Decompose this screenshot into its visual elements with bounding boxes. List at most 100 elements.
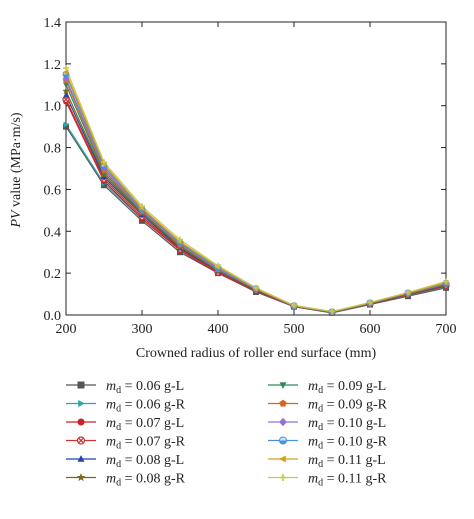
legend-label-sub: d xyxy=(318,404,323,415)
data-point xyxy=(62,87,70,95)
data-point xyxy=(215,262,221,269)
data-point xyxy=(177,236,183,243)
x-axis: 200 300 400 500 600 700 xyxy=(56,22,457,337)
y-tick-label: 0.6 xyxy=(44,183,62,198)
legend-label-var: m xyxy=(106,379,116,394)
y-axis-label-rest: value (MPa·m/s) xyxy=(9,112,24,210)
y-tick-label: 0.2 xyxy=(44,267,62,282)
legend-label-var: m xyxy=(308,453,318,468)
series-line-2 xyxy=(65,101,447,314)
data-point xyxy=(139,203,145,210)
legend-item: md = 0.09 g-R xyxy=(268,398,388,415)
legend-label: md = 0.11 g-R xyxy=(308,472,387,489)
data-point xyxy=(63,121,70,128)
legend-label-sub: d xyxy=(318,385,323,396)
data-point xyxy=(63,65,69,72)
legend: md = 0.06 g-Lmd = 0.06 g-Rmd = 0.07 g-Lm… xyxy=(66,379,388,489)
legend-item: md = 0.06 g-L xyxy=(66,379,184,396)
data-point xyxy=(63,123,69,130)
legend-label: md = 0.10 g-L xyxy=(308,416,386,433)
legend-label: md = 0.09 g-L xyxy=(308,379,386,396)
legend-label-eq: = 0.09 g-L xyxy=(323,379,386,394)
y-axis: 0.0 0.2 0.4 0.6 0.8 1.0 1.2 1.4 xyxy=(44,16,446,324)
y-tick-label: 1.0 xyxy=(44,100,62,115)
legend-label-sub: d xyxy=(116,422,121,433)
legend-marker xyxy=(76,436,86,445)
x-tick-label: 600 xyxy=(360,322,381,337)
legend-label-eq: = 0.09 g-R xyxy=(323,398,388,413)
legend-label-eq: = 0.07 g-R xyxy=(121,435,186,450)
legend-label-var: m xyxy=(308,416,318,431)
legend-item: md = 0.09 g-L xyxy=(268,379,386,396)
x-tick-label: 200 xyxy=(56,322,77,337)
y-tick-label: 0.0 xyxy=(44,309,62,324)
legend-marker xyxy=(279,474,287,481)
x-tick-label: 500 xyxy=(284,322,305,337)
legend-label-var: m xyxy=(106,472,116,487)
legend-label-var: m xyxy=(106,435,116,450)
legend-label-sub: d xyxy=(116,404,121,415)
legend-label: md = 0.11 g-L xyxy=(308,453,386,470)
legend-label-var: m xyxy=(308,435,318,450)
y-axis-label: PV value (MPa·m/s) xyxy=(9,112,24,228)
data-point xyxy=(63,82,69,89)
series-lines xyxy=(65,67,447,314)
legend-marker xyxy=(279,399,287,407)
legend-item: md = 0.06 g-R xyxy=(66,398,186,415)
series-line-1 xyxy=(65,124,447,314)
legend-label-eq: = 0.10 g-R xyxy=(323,435,388,450)
y-tick-label: 0.8 xyxy=(44,142,62,157)
legend-label: md = 0.06 g-L xyxy=(106,379,184,396)
legend-label-eq: = 0.06 g-L xyxy=(121,379,184,394)
legend-marker xyxy=(279,436,287,445)
series-markers xyxy=(62,65,450,317)
legend-item: md = 0.11 g-R xyxy=(268,472,387,489)
legend-item: md = 0.08 g-R xyxy=(66,472,186,489)
data-point xyxy=(101,159,107,166)
x-axis-label: Crowned radius of roller end surface (mm… xyxy=(136,346,377,361)
x-tick-label: 700 xyxy=(436,322,457,337)
legend-label-sub: d xyxy=(116,459,121,470)
y-tick-label: 1.4 xyxy=(44,16,62,31)
legend-label-eq: = 0.06 g-R xyxy=(121,398,186,413)
legend-label-sub: d xyxy=(318,459,323,470)
data-point xyxy=(101,182,107,189)
data-point xyxy=(253,284,259,291)
legend-label-sub: d xyxy=(318,422,323,433)
data-point xyxy=(63,91,69,98)
legend-label-var: m xyxy=(308,379,318,394)
legend-marker xyxy=(77,455,85,462)
legend-item: md = 0.08 g-L xyxy=(66,453,184,470)
legend-label-var: m xyxy=(308,472,318,487)
y-tick-label: 1.2 xyxy=(44,58,62,73)
legend-marker xyxy=(78,400,85,407)
legend-item: md = 0.10 g-L xyxy=(268,416,386,433)
legend-label-var: m xyxy=(106,453,116,468)
legend-marker xyxy=(279,455,286,463)
legend-label-var: m xyxy=(106,416,116,431)
legend-marker xyxy=(77,381,85,389)
y-axis-label-italic: PV xyxy=(9,209,24,229)
legend-label-eq: = 0.11 g-L xyxy=(323,453,386,468)
legend-label: md = 0.07 g-R xyxy=(106,435,186,452)
x-tick-label: 400 xyxy=(208,322,229,337)
legend-label-eq: = 0.08 g-R xyxy=(121,472,186,487)
data-point xyxy=(291,302,297,309)
legend-marker xyxy=(279,382,287,389)
legend-label-eq: = 0.11 g-R xyxy=(323,472,387,487)
legend-label-sub: d xyxy=(318,441,323,452)
legend-label-sub: d xyxy=(116,385,121,396)
series-line-3 xyxy=(65,99,447,314)
legend-label: md = 0.08 g-L xyxy=(106,453,184,470)
data-point xyxy=(329,308,335,315)
legend-label-eq: = 0.07 g-L xyxy=(121,416,184,431)
legend-marker xyxy=(76,472,86,482)
legend-label: md = 0.10 g-R xyxy=(308,435,388,452)
legend-item: md = 0.07 g-L xyxy=(66,416,184,433)
y-tick-label: 0.4 xyxy=(44,225,62,240)
data-point xyxy=(62,69,69,76)
legend-item: md = 0.07 g-R xyxy=(66,435,186,452)
x-tick-label: 300 xyxy=(132,322,153,337)
legend-label-sub: d xyxy=(116,441,121,452)
